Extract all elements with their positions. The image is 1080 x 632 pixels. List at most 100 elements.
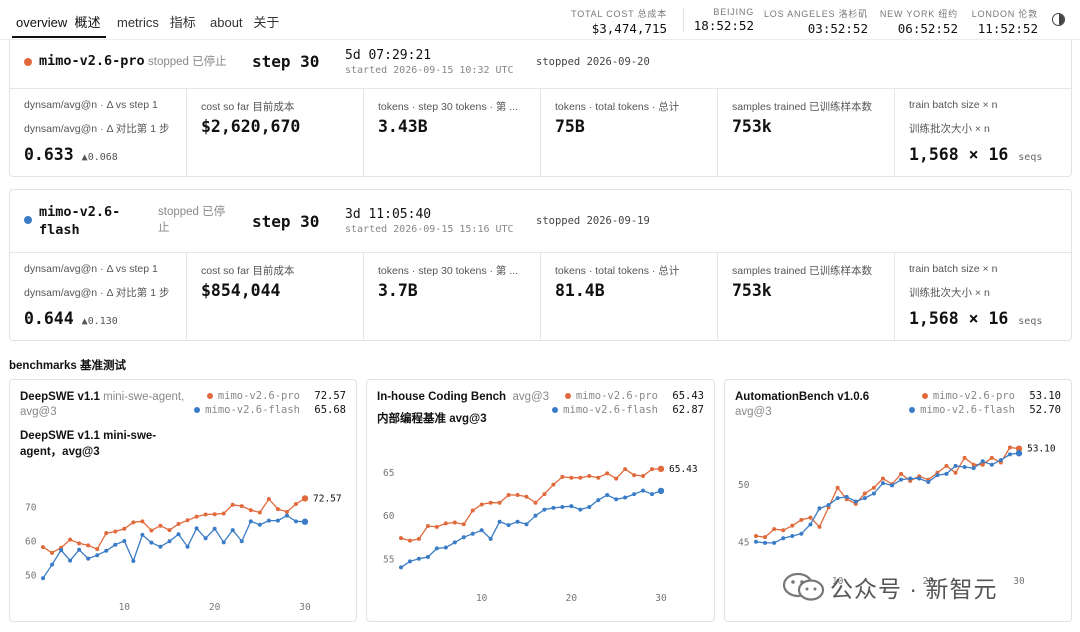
total-cost-label: TOTAL COST 总成本 [571,9,667,19]
data-point [266,518,271,523]
data-point [542,507,547,512]
data-point [113,542,118,547]
data-point [479,528,484,533]
tab-overview[interactable]: overview 概述 [16,15,101,30]
legend-name: mimo-v2.6-pro [217,390,300,402]
chart-legend: mimo-v2.6-pro 72.57 mimo-v2.6-flash 65.68 [194,389,346,417]
data-point [425,524,430,528]
metric-label: train batch size × n [909,263,998,275]
data-point [560,505,565,510]
data-point [41,576,45,581]
contrast-icon[interactable] [1052,13,1065,26]
watermark-text: 公众号 · 新智元 [830,576,998,602]
data-point [104,548,109,553]
legend-item[interactable]: mimo-v2.6-pro 65.43 [552,389,704,403]
metric-label: tokens · step 30 tokens · 第 ... [378,101,519,113]
legend-item[interactable]: mimo-v2.6-pro 72.57 [194,389,346,403]
data-point [506,523,511,528]
data-point [1007,445,1012,450]
run-name[interactable]: mimo-v2.6- flash [39,203,120,239]
data-point [407,538,412,543]
metric-value: 3.7B [378,281,418,300]
data-point [434,524,439,529]
data-point [799,517,804,522]
data-point [871,491,876,496]
data-point [122,538,127,543]
data-point [149,528,154,533]
data-point [301,518,309,525]
data-point [194,514,199,519]
data-point [416,536,421,541]
data-point [790,523,795,528]
tab-about[interactable]: about 关于 [210,15,280,30]
metric-unit: seqs [1018,152,1043,163]
x-tick-label: 20 [566,593,578,604]
chart-title-cn: 内部编程基准 avg@3 [377,411,487,427]
data-point [524,522,529,527]
data-point [131,558,136,563]
data-point [461,535,466,540]
data-point [221,511,226,516]
data-point [632,492,637,497]
metric-dynsam: dynsam/avg@n · Δ vs step 1 dynsam/avg@n … [10,253,187,341]
data-point [452,540,457,545]
x-tick-label: 20 [923,576,935,587]
chart-legend: mimo-v2.6-pro 65.43 mimo-v2.6-flash 62.87 [552,389,704,417]
run-stopped: stopped 2026-09-19 [536,215,650,227]
data-point [275,518,280,523]
run-duration: 3d 11:05:40 [345,207,432,222]
chart-card-deepswe: DeepSWE v1.1 mini-swe-agent, avg@3 mimo-… [9,379,357,622]
metric-value: 1,568 × 16 [909,309,1009,328]
data-point [533,513,538,518]
data-point [790,534,795,539]
chart-subtitle: avg@3 [735,406,772,418]
data-point [77,541,82,546]
data-point [953,470,958,475]
tab-metrics[interactable]: metrics 指标 [117,15,196,30]
metric-tokens-step: tokens · step 30 tokens · 第 ... 3.43B [364,89,541,176]
data-point [194,526,199,531]
data-point [203,536,208,541]
series-line-pro [42,497,306,554]
metric-delta: ▲0.130 [81,316,118,327]
clock-los-angeles: LOS ANGELES 洛杉矶 03:52:52 [764,7,868,36]
data-point [862,491,867,496]
legend-name: mimo-v2.6-flash [205,404,300,416]
run-step: step 30 [252,212,320,231]
legend-name: mimo-v2.6-flash [563,404,658,416]
run-card-flash: mimo-v2.6- flash stopped 已停 止 step 30 3d… [9,189,1072,341]
series-line-pro [755,446,1020,538]
clock-time: 18:52:52 [693,18,754,33]
data-point [781,536,786,541]
data-point [772,527,777,532]
data-point [230,502,235,507]
chart-title: DeepSWE v1.1 mini-swe-agent, avg@3 [20,390,200,420]
run-name[interactable]: mimo-v2.6-pro [39,53,145,69]
metric-label: train batch size × n [909,99,998,111]
data-point [68,537,73,542]
data-point [1015,450,1023,457]
y-tick-label: 50 [738,480,750,491]
data-point [596,498,601,503]
data-point [293,502,298,507]
data-point [657,465,665,473]
legend-item[interactable]: mimo-v2.6-flash 65.68 [194,403,346,417]
legend-value: 65.43 [672,390,704,402]
legend-item[interactable]: mimo-v2.6-flash 62.87 [552,403,704,417]
metric-samples: samples trained 已训练样本数 753k [718,89,895,176]
data-point [68,558,73,563]
data-point [470,508,475,513]
legend-name: mimo-v2.6-pro [575,390,658,402]
run-status: stopped 已停止 [148,56,227,68]
legend-item[interactable]: mimo-v2.6-pro 53.10 [909,389,1061,403]
run-color-dot [24,58,32,66]
data-point [944,463,949,468]
metric-value: $2,620,670 [201,117,301,136]
metric-label-cn: 训练批次大小 × n [909,287,990,299]
benchmarks-title: benchmarks 基准测试 [9,360,126,372]
legend-item[interactable]: mimo-v2.6-flash 52.70 [909,403,1061,417]
data-point [880,476,885,481]
data-point [239,539,244,544]
metric-value: $854,044 [201,281,281,300]
data-point [754,534,758,539]
